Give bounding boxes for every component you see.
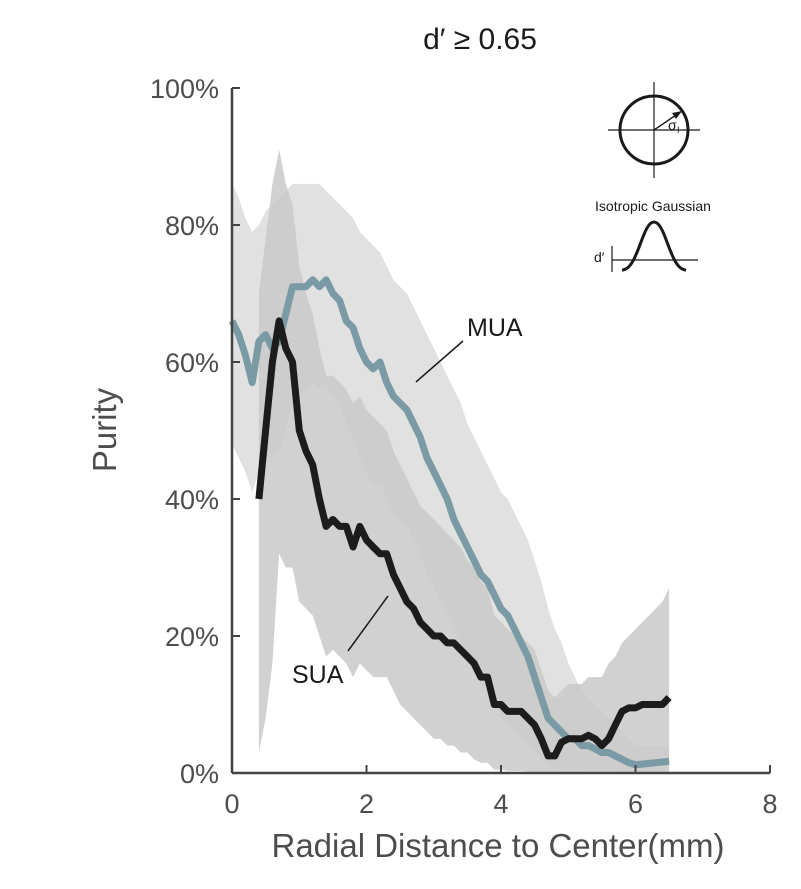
x-tick-label: 0: [224, 789, 239, 819]
mua-label: MUA: [467, 314, 523, 342]
line-sua: [255, 317, 672, 760]
inset-caption: Isotropic Gaussian: [595, 198, 711, 214]
inset-dprime-label: d′: [594, 249, 605, 265]
chart-title: d′ ≥ 0.65: [423, 23, 537, 56]
sua-label: SUA: [292, 661, 344, 689]
inset-sigma-label: σ: [668, 117, 677, 133]
inset-sigma-subscript: I: [677, 125, 680, 135]
y-tick-label: 40%: [165, 485, 219, 515]
confidence-bands: [232, 149, 670, 772]
x-tick-label: 8: [762, 789, 777, 819]
y-tick-label: 80%: [165, 211, 219, 241]
line-mua: [228, 276, 670, 769]
y-tick-label: 20%: [165, 622, 219, 652]
sua-label-leader: [347, 595, 389, 652]
axis-ticks: 0% 20% 40% 60% 80% 100% 0 2 4 6 8: [150, 74, 778, 819]
y-tick-label: 60%: [165, 348, 219, 378]
x-tick-label: 6: [628, 789, 643, 819]
band-mua: [232, 183, 670, 772]
inset-gaussian-curve: [621, 220, 687, 272]
x-tick-label: 4: [493, 789, 508, 819]
band-sua: [258, 149, 670, 772]
x-axis-title: Radial Distance to Center(mm): [272, 827, 725, 864]
inset-circle: [618, 94, 690, 166]
mua-label-leader: [415, 340, 464, 383]
x-tick-label: 2: [359, 789, 374, 819]
y-tick-label: 100%: [150, 74, 219, 104]
y-axis-title: Purity: [86, 387, 123, 472]
isotropic-gaussian-inset: σ I Isotropic Gaussian d′: [594, 82, 711, 272]
y-tick-label: 0%: [180, 759, 219, 789]
series-lines: [228, 276, 672, 769]
inset-arrow-head: [672, 111, 682, 119]
